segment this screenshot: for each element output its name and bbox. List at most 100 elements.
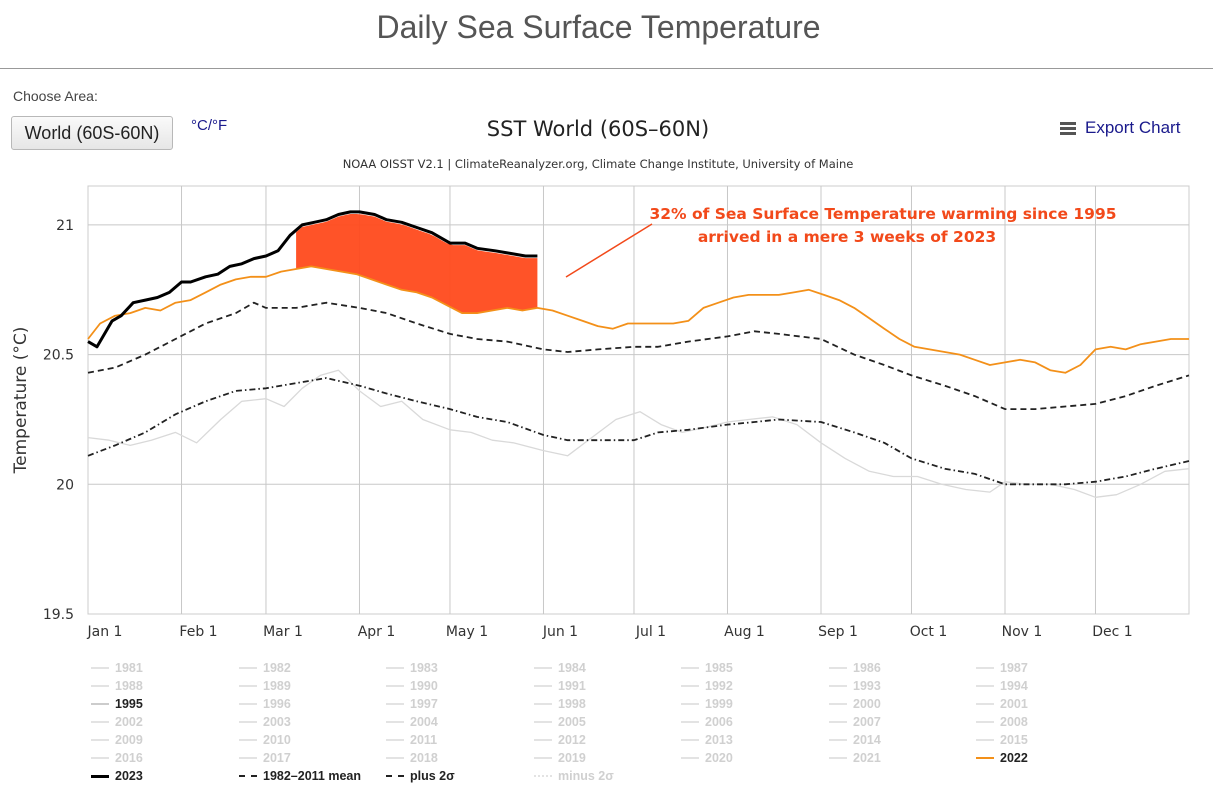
legend-label: 2015 [1000, 733, 1028, 747]
legend-item-2012[interactable]: 2012 [534, 731, 586, 749]
x-tick-label: Dec 1 [1092, 624, 1132, 640]
legend-swatch [91, 703, 109, 705]
legend-label: 2001 [1000, 697, 1028, 711]
legend-item-2015[interactable]: 2015 [976, 731, 1028, 749]
legend-item-2017[interactable]: 2017 [239, 749, 291, 767]
axis-ticks: 19.5 20 20.5 21 Jan 1 Feb 1 Mar 1 Apr 1 May 1 Jun… [43, 218, 1133, 640]
legend-swatch [976, 721, 994, 723]
legend-label: 2023 [115, 769, 143, 783]
legend-label: 2003 [263, 715, 291, 729]
legend-swatch [386, 775, 404, 777]
legend-swatch [681, 739, 699, 741]
legend-swatch [534, 739, 552, 741]
legend-item-1995[interactable]: 1995 [91, 695, 143, 713]
legend-item-2018[interactable]: 2018 [386, 749, 438, 767]
legend-item-1982[interactable]: 1982 [239, 659, 291, 677]
y-axis-label: Temperature (°C) [11, 327, 31, 475]
legend-item-1999[interactable]: 1999 [681, 695, 733, 713]
area-select[interactable]: World (60S-60N) [11, 116, 173, 150]
legend-item-1997[interactable]: 1997 [386, 695, 438, 713]
x-tick-label: Apr 1 [358, 624, 396, 640]
annotation-line-1: 32% of Sea Surface Temperature warming s… [649, 205, 1116, 223]
chart-legend: 1981 1982 1983 1984 1985 1986 1987 1988 1989 1990… [88, 660, 1188, 790]
legend-label: 2006 [705, 715, 733, 729]
legend-swatch [976, 757, 994, 759]
legend-label: 1983 [410, 661, 438, 675]
legend-item-2022[interactable]: 2022 [976, 749, 1028, 767]
legend-item-2016[interactable]: 2016 [91, 749, 143, 767]
legend-item-1983[interactable]: 1983 [386, 659, 438, 677]
legend-item-2002[interactable]: 2002 [91, 713, 143, 731]
export-chart-button[interactable]: Export Chart [1060, 118, 1180, 138]
legend-item-2020[interactable]: 2020 [681, 749, 733, 767]
x-tick-label: Jun 1 [542, 624, 578, 640]
legend-swatch [976, 667, 994, 669]
legend-item-2001[interactable]: 2001 [976, 695, 1028, 713]
unit-toggle-link[interactable]: °C/°F [191, 117, 228, 134]
series-line-2023 [87, 210, 538, 349]
legend-item-1998[interactable]: 1998 [534, 695, 586, 713]
x-tick-label: Feb 1 [179, 624, 217, 640]
legend-item-2009[interactable]: 2009 [91, 731, 143, 749]
legend-item-1985[interactable]: 1985 [681, 659, 733, 677]
legend-label: 1996 [263, 697, 291, 711]
legend-item-1988[interactable]: 1988 [91, 677, 143, 695]
legend-item-1984[interactable]: 1984 [534, 659, 586, 677]
legend-item-1989[interactable]: 1989 [239, 677, 291, 695]
legend-swatch [239, 721, 257, 723]
legend-label: 1995 [115, 697, 143, 711]
legend-item-1982-2011-mean[interactable]: 1982–2011 mean [239, 767, 361, 785]
legend-label: 2021 [853, 751, 881, 765]
legend-label: 1982–2011 mean [263, 769, 362, 783]
legend-swatch [976, 685, 994, 687]
legend-item-2011[interactable]: 2011 [386, 731, 437, 749]
legend-item-2008[interactable]: 2008 [976, 713, 1028, 731]
legend-item-1986[interactable]: 1986 [829, 659, 881, 677]
legend-label: 1982 [263, 661, 291, 675]
legend-item-plus-2-[interactable]: plus 2σ [386, 767, 455, 785]
x-tick-label: Sep 1 [818, 624, 858, 640]
legend-item-2021[interactable]: 2021 [829, 749, 881, 767]
legend-item-2013[interactable]: 2013 [681, 731, 733, 749]
legend-item-1987[interactable]: 1987 [976, 659, 1028, 677]
legend-item-2005[interactable]: 2005 [534, 713, 586, 731]
legend-item-2019[interactable]: 2019 [534, 749, 586, 767]
legend-item-2014[interactable]: 2014 [829, 731, 881, 749]
legend-item-2000[interactable]: 2000 [829, 695, 881, 713]
legend-label: 2019 [558, 751, 586, 765]
legend-item-1991[interactable]: 1991 [534, 677, 586, 695]
export-chart-label: Export Chart [1085, 118, 1181, 137]
legend-item-minus-2-[interactable]: minus 2σ [534, 767, 614, 785]
legend-swatch [91, 667, 109, 669]
legend-item-1993[interactable]: 1993 [829, 677, 881, 695]
legend-item-2007[interactable]: 2007 [829, 713, 881, 731]
legend-swatch [681, 757, 699, 759]
y-tick-label: 20 [56, 477, 74, 493]
legend-item-2023[interactable]: 2023 [91, 767, 143, 785]
legend-item-1990[interactable]: 1990 [386, 677, 438, 695]
legend-swatch [534, 685, 552, 687]
warming-gap-fill [296, 214, 538, 314]
legend-label: 2005 [558, 715, 586, 729]
legend-swatch [976, 703, 994, 705]
legend-item-2010[interactable]: 2010 [239, 731, 291, 749]
legend-item-1992[interactable]: 1992 [681, 677, 733, 695]
legend-item-1994[interactable]: 1994 [976, 677, 1028, 695]
x-tick-label: Jan 1 [87, 624, 123, 640]
legend-item-2004[interactable]: 2004 [386, 713, 438, 731]
legend-item-2003[interactable]: 2003 [239, 713, 291, 731]
legend-label: 1992 [705, 679, 733, 693]
legend-label: 2007 [853, 715, 881, 729]
legend-swatch [386, 667, 404, 669]
legend-label: 2013 [705, 733, 733, 747]
legend-item-1996[interactable]: 1996 [239, 695, 291, 713]
legend-swatch [239, 685, 257, 687]
legend-item-1981[interactable]: 1981 [91, 659, 143, 677]
legend-swatch [534, 703, 552, 705]
legend-item-2006[interactable]: 2006 [681, 713, 733, 731]
legend-label: 1990 [410, 679, 438, 693]
legend-swatch [829, 685, 847, 687]
x-tick-label: May 1 [446, 624, 488, 640]
annotation-line-2: arrived in a mere 3 weeks of 2023 [698, 228, 996, 246]
legend-label: 1999 [705, 697, 733, 711]
